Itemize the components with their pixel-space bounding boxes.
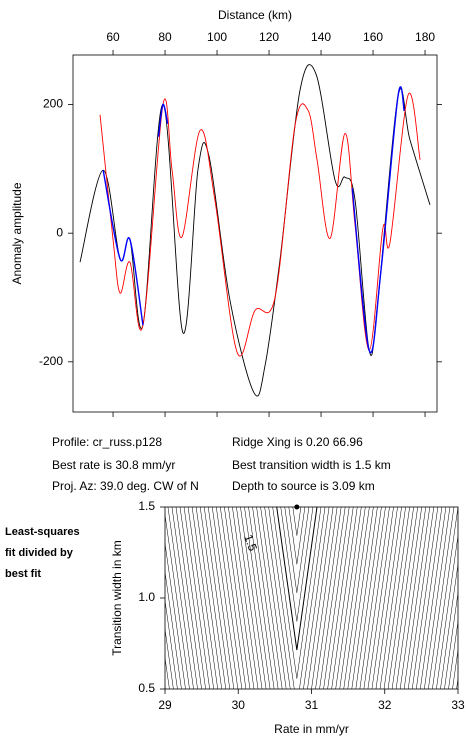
x-tick-label: 30 — [232, 698, 246, 712]
contour-line — [165, 507, 447, 689]
annotation: Ridge Xing is 0.20 66.96 — [232, 435, 363, 449]
contour-line — [183, 507, 410, 689]
data-line — [79, 64, 431, 397]
contour-line — [224, 507, 370, 689]
x-axis-label: Distance (km) — [218, 8, 292, 22]
contour-line — [432, 507, 458, 689]
y-tick-label: 1.5 — [138, 499, 155, 513]
x-tick-label: 80 — [158, 30, 172, 44]
contour-line — [103, 507, 467, 689]
contour-line — [216, 507, 378, 689]
x-tick-label: 100 — [207, 30, 227, 44]
best-fit-point — [294, 504, 300, 510]
contour-line — [191, 507, 402, 689]
contour-line — [232, 507, 362, 689]
annotation: Profile: cr_russ.p128 — [52, 435, 162, 449]
y-tick-label: 1.0 — [138, 590, 155, 604]
contour-line — [15, 507, 467, 689]
contour-line — [187, 507, 406, 689]
contour-line — [171, 507, 422, 689]
contour-line — [276, 507, 318, 651]
x-tick-label: 120 — [259, 30, 279, 44]
contour-line — [280, 507, 314, 622]
contour-line — [448, 619, 458, 689]
contour-line — [268, 507, 326, 689]
annotation: Best rate is 30.8 mm/yr — [52, 458, 175, 472]
contour-line — [203, 507, 390, 689]
x-tick-label: 180 — [415, 30, 435, 44]
x-tick-label: 32 — [378, 698, 392, 712]
y-tick-label: -200 — [39, 354, 63, 368]
contour-line — [272, 507, 322, 679]
contour-line — [260, 507, 334, 689]
contour-line — [220, 507, 374, 689]
contours — [15, 507, 467, 689]
contour-line — [179, 507, 414, 689]
data-line — [99, 92, 421, 357]
contour-line — [167, 507, 427, 689]
contour-line — [292, 507, 302, 536]
contour-line — [256, 507, 338, 689]
x-tick-label: 60 — [106, 30, 120, 44]
contour-line — [207, 507, 386, 689]
contour-line — [67, 507, 467, 689]
annotation: Depth to source is 3.09 km — [232, 479, 375, 493]
annotation: Proj. Az: 39.0 deg. CW of N — [52, 479, 199, 493]
y-axis-label: Transition width in km — [110, 540, 124, 656]
contour-line — [23, 507, 467, 689]
annotation: Best transition width is 1.5 km — [232, 458, 391, 472]
y-tick-label: 0 — [56, 225, 63, 239]
contour-line — [165, 507, 439, 689]
x-tick-label: 29 — [158, 698, 172, 712]
contour-line — [288, 507, 306, 565]
x-tick-label: 140 — [311, 30, 331, 44]
contour-line — [444, 591, 458, 689]
contour-line — [165, 507, 455, 689]
contour-label: 1.5 — [241, 532, 260, 553]
side-label: best fit — [5, 568, 41, 580]
contour-line — [228, 507, 366, 689]
contour-line — [71, 507, 467, 689]
contour-line — [264, 507, 330, 689]
contour-line — [165, 507, 435, 689]
contour-line — [440, 562, 458, 689]
contour-line — [165, 507, 443, 689]
contour-line — [252, 507, 342, 689]
x-axis-label: Rate in mm/yr — [274, 722, 349, 736]
contour-line — [175, 507, 418, 689]
y-tick-label: 0.5 — [138, 681, 155, 695]
x-tick-label: 31 — [305, 698, 319, 712]
y-tick-label: 200 — [43, 97, 63, 111]
contour-line — [211, 507, 382, 689]
x-tick-label: 33 — [451, 698, 465, 712]
contour-line — [244, 507, 350, 689]
contour-line — [452, 648, 458, 689]
contour-line — [195, 507, 398, 689]
contour-line — [284, 507, 310, 593]
x-tick-label: 160 — [363, 30, 383, 44]
contour-line — [236, 507, 358, 689]
y-axis-label: Anomaly amplitude — [10, 182, 24, 284]
data-line — [102, 86, 405, 354]
side-label: fit divided by — [5, 547, 74, 559]
contour-line — [248, 507, 346, 689]
contour-line — [199, 507, 394, 689]
contour-line — [165, 507, 431, 689]
contour-line — [240, 507, 354, 689]
side-label: Least-squares — [5, 526, 80, 538]
